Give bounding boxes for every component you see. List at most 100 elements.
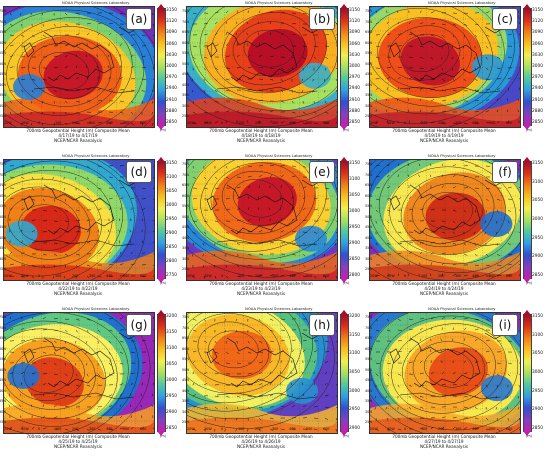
panel-dates: 4/25/19 to 4/25/19 (58, 439, 98, 444)
latitude-label: 60N (365, 193, 372, 198)
longitude-label: 30E (272, 274, 279, 278)
latitude-label: 25N (182, 114, 189, 118)
latitude-label: 70N (365, 172, 372, 177)
color-scale-bar (157, 310, 166, 436)
latitude-label: 25N (365, 114, 372, 118)
panel-title: 700mb Geopotential Height (m) Composite … (26, 128, 130, 133)
latitude-label: 70N (0, 172, 6, 177)
latitude-label: 65N (0, 336, 6, 340)
latitude-label: 55N (0, 204, 6, 208)
panel-dates: 4/23/19 to 4/23/19 (241, 286, 281, 291)
height-field-svg (4, 7, 154, 127)
color-scale-tick: 3120 (349, 19, 360, 25)
color-scale-tick: 2850 (166, 120, 177, 125)
longitude-label: 30E (455, 121, 462, 125)
color-scale-tick: 2910 (166, 97, 177, 103)
color-scale-tick: 2850 (532, 426, 543, 431)
color-scale-tick: 2800 (349, 273, 360, 278)
panel-title: 700mb Geopotential Height (m) Composite … (26, 434, 130, 439)
longitude-label: 30E (89, 427, 96, 431)
color-scale-tick: 2950 (532, 235, 543, 241)
color-scale-tick: 2900 (532, 407, 543, 413)
longitude-label: 20E (438, 274, 445, 278)
latitude-label: 70N (182, 19, 189, 24)
longitude-label: 40E (472, 427, 479, 431)
latitude-label: 65N (365, 30, 372, 34)
color-scale-tick: 3050 (166, 362, 177, 367)
height-field-map (369, 159, 521, 281)
credit-label: NOAA Physical Sciences Laboratory (62, 0, 130, 5)
color-scale-tick: 2900 (349, 426, 360, 431)
latitude-label: 30N (182, 409, 189, 414)
latitude-label: 75N (182, 315, 189, 319)
latitude-label: 40N (365, 82, 372, 87)
longitude-label: 30E (272, 121, 279, 125)
color-scale-tick: 3060 (532, 41, 543, 47)
latitude-label: 70N (0, 325, 6, 330)
unit-label: (m) (343, 281, 349, 285)
color-scale-tick: 3150 (166, 161, 177, 166)
latitude-label: 50N (365, 214, 372, 219)
longitude-label: 60E (506, 427, 513, 431)
color-scale-tick: 3200 (166, 314, 177, 319)
latitude-label: 25N (182, 267, 189, 271)
color-scale-tick: 3060 (166, 41, 177, 47)
longitude-label: 10E (421, 427, 428, 431)
latitude-label: 70N (365, 19, 372, 24)
unit-label: (m) (526, 434, 532, 438)
unit-label: (m) (526, 281, 532, 285)
latitude-label: 25N (182, 420, 189, 424)
longitude-label: 30E (455, 427, 462, 431)
longitude-label: 0 (38, 274, 41, 278)
longitude-label: 30E (89, 274, 96, 278)
color-scale-tick: 3000 (166, 378, 177, 383)
longitude-label: 40E (289, 274, 296, 278)
color-scale-tick: 3100 (349, 177, 360, 182)
longitude-label: 60E (140, 274, 147, 278)
color-scale-tick: 2910 (532, 97, 543, 103)
map-panel: 75N 70N 65N 60N 55N 50N 45N 40N 35N 30N 25N 20W 10W 0… (182, 306, 363, 456)
latitude-label: 30N (365, 103, 372, 108)
latitude-label: 45N (0, 378, 6, 382)
reanalysis-label: NCEP/NCAR Reanalysis (53, 138, 103, 143)
color-scale-tick: 3100 (166, 175, 177, 180)
longitude-label: 60E (506, 274, 513, 278)
latitude-label: 50N (0, 367, 6, 372)
color-scale-tick: 2880 (166, 108, 177, 114)
longitude-label: 20E (72, 427, 79, 431)
color-scale-bar (340, 4, 349, 130)
latitude-label: 50N (0, 61, 6, 66)
panel-letter: (e) (309, 161, 335, 183)
color-scale-tick: 2940 (166, 86, 177, 92)
longitude-label: 50E (489, 274, 496, 278)
longitude-label: 40E (289, 121, 296, 125)
color-scale-tick: 3100 (532, 332, 543, 338)
longitude-label: 20W (187, 427, 195, 431)
color-scale-tick: 2970 (166, 75, 177, 81)
map-panel: 75N 70N 65N 60N 55N 50N 45N 40N 35N 30N 25N 20W 10W 0… (365, 0, 546, 150)
panel-letter: (b) (309, 8, 335, 30)
panel-letter: (d) (126, 161, 152, 183)
color-scale-tick: 3120 (166, 19, 177, 25)
longitude-label: 50E (123, 427, 130, 431)
longitude-label: 10W (204, 427, 212, 431)
map-panel: 75N 70N 65N 60N 55N 50N 45N 40N 35N 30N 25N 20W 10W 0… (0, 306, 180, 456)
longitude-label: 10E (55, 427, 62, 431)
latitude-label: 30N (0, 409, 6, 414)
unit-label: (m) (160, 434, 166, 438)
color-scale-tick: 3000 (532, 64, 543, 69)
latitude-label: 30N (182, 256, 189, 261)
unit-label: (m) (160, 128, 166, 132)
color-scale-tick: 2900 (166, 231, 177, 236)
latitude-label: 35N (182, 399, 189, 403)
color-scale-tick: 3150 (166, 330, 177, 335)
panel-letter: (i) (492, 314, 518, 336)
longitude-label: 20E (255, 274, 262, 278)
panel-letter: (c) (492, 8, 518, 30)
longitude-label: 30E (455, 274, 462, 278)
latitude-label: 35N (0, 246, 6, 250)
latitude-label: 75N (182, 9, 189, 13)
latitude-label: 70N (182, 172, 189, 177)
color-scale-tick: 3150 (532, 8, 543, 13)
latitude-label: 55N (182, 51, 189, 55)
